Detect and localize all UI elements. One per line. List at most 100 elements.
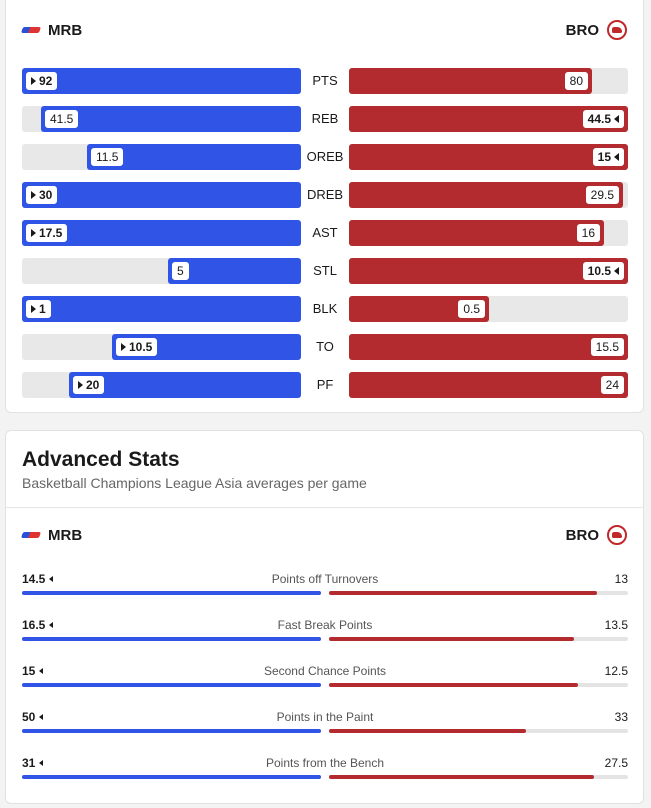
left-bar	[22, 591, 321, 595]
caret-left-icon	[614, 267, 619, 275]
left-value: 14.5	[22, 572, 54, 586]
right-bar-track	[329, 683, 628, 687]
bro-logo-icon	[607, 20, 627, 40]
advanced-stat-label: Points from the Bench	[265, 756, 385, 770]
left-bar-track	[22, 729, 321, 733]
right-value: 10.5	[587, 264, 611, 278]
left-value-badge: 20	[72, 375, 106, 395]
left-bar-track: 17.5	[22, 220, 301, 246]
right-value: 15.5	[595, 340, 619, 354]
right-bar-track: 80	[349, 68, 628, 94]
left-value-text: 31	[22, 756, 36, 770]
stat-row: 5 STL 10.5	[22, 258, 628, 284]
right-bar-track	[329, 637, 628, 641]
stat-label: OREB	[306, 149, 344, 164]
right-bar-track: 0.5	[349, 296, 628, 322]
mrb-logo-icon	[22, 529, 40, 541]
left-value-text: 50	[22, 710, 36, 724]
stat-row: 17.5 AST 16	[22, 220, 628, 246]
bro-logo-icon	[607, 525, 627, 545]
left-value-text: 15	[22, 664, 36, 678]
right-bar-track: 10.5	[349, 258, 628, 284]
right-team-name: BRO	[565, 21, 599, 39]
left-value: 10.5	[129, 340, 153, 354]
right-bar: 15	[349, 144, 628, 170]
caret-right-icon	[31, 229, 36, 237]
right-bar: 80	[349, 68, 592, 94]
left-bar: 17.5	[22, 220, 301, 246]
caret-right-icon	[31, 305, 36, 313]
right-bar-track	[329, 775, 628, 779]
left-value-text: 14.5	[22, 572, 46, 586]
left-value: 41.5	[50, 112, 74, 126]
left-bar-track: 30	[22, 182, 301, 208]
right-bar	[329, 683, 578, 687]
left-bar-track: 92	[22, 68, 301, 94]
stat-label: PTS	[312, 73, 338, 88]
left-bar: 20	[69, 372, 301, 398]
team-comparison-card: MRB BRO 92 PTS 80 41.5 REB 44.5 11.5 OREB 15 30 DR…	[5, 0, 644, 413]
right-value: 33	[614, 710, 628, 724]
section-title: Advanced Stats	[22, 448, 180, 471]
right-bar	[329, 591, 597, 595]
right-bar: 0.5	[349, 296, 489, 322]
right-value-badge: 0.5	[457, 299, 486, 319]
advanced-stat-row: Points off Turnovers 14.5 13	[22, 572, 628, 598]
mrb-logo-icon	[22, 24, 40, 36]
stat-label: PF	[316, 377, 334, 392]
right-bar	[329, 775, 594, 779]
right-bar-track	[329, 591, 628, 595]
stat-row: 10.5 TO 15.5	[22, 334, 628, 360]
right-team: BRO	[566, 20, 627, 40]
right-value-badge: 29.5	[584, 185, 620, 205]
advanced-stat-label: Fast Break Points	[277, 618, 373, 632]
right-value: 13	[614, 572, 628, 586]
advanced-stat-row: Second Chance Points 15 12.5	[22, 664, 628, 690]
right-value-badge: 24	[599, 375, 625, 395]
left-value-badge: 17.5	[25, 223, 69, 243]
caret-left-icon	[39, 668, 44, 674]
caret-left-icon	[39, 714, 44, 720]
right-value-badge: 15	[591, 147, 625, 167]
right-bar: 16	[349, 220, 604, 246]
caret-left-icon	[49, 576, 54, 582]
left-team: MRB	[22, 22, 82, 39]
right-bar-track: 15.5	[349, 334, 628, 360]
left-value: 11.5	[96, 150, 119, 164]
right-bar: 15.5	[349, 334, 628, 360]
left-bar-track: 11.5	[22, 144, 301, 170]
caret-right-icon	[121, 343, 126, 351]
stat-label: AST	[312, 225, 338, 240]
right-bar-track: 44.5	[349, 106, 628, 132]
stat-row: 30 DREB 29.5	[22, 182, 628, 208]
right-value-badge: 15.5	[589, 337, 625, 357]
caret-left-icon	[614, 115, 619, 123]
left-bar: 11.5	[87, 144, 301, 170]
right-bar: 29.5	[349, 182, 623, 208]
right-bar-track: 24	[349, 372, 628, 398]
stat-label: STL	[313, 263, 337, 278]
left-bar: 92	[22, 68, 301, 94]
right-value: 24	[605, 378, 619, 392]
stat-row: 11.5 OREB 15	[22, 144, 628, 170]
left-bar	[22, 729, 321, 733]
left-bar-track	[22, 683, 321, 687]
stat-label: BLK	[312, 301, 338, 316]
advanced-stats-card: Advanced Stats Basketball Champions Leag…	[5, 430, 644, 804]
right-value: 29.5	[590, 188, 614, 202]
left-value: 5	[177, 264, 184, 278]
left-value-badge: 92	[25, 71, 59, 91]
right-value-badge: 16	[575, 223, 601, 243]
left-bar-track: 5	[22, 258, 301, 284]
advanced-stat-label: Points in the Paint	[276, 710, 374, 724]
left-team-name: MRB	[48, 21, 83, 39]
right-bar-track: 29.5	[349, 182, 628, 208]
left-value: 92	[39, 74, 53, 88]
left-bar-track	[22, 775, 321, 779]
left-bar: 5	[168, 258, 301, 284]
left-bar-track: 1	[22, 296, 301, 322]
left-value: 31	[22, 756, 44, 770]
left-team-name: MRB	[48, 526, 83, 544]
advanced-stat-row: Fast Break Points 16.5 13.5	[22, 618, 628, 644]
advanced-stat-row: Points in the Paint 50 33	[22, 710, 628, 736]
